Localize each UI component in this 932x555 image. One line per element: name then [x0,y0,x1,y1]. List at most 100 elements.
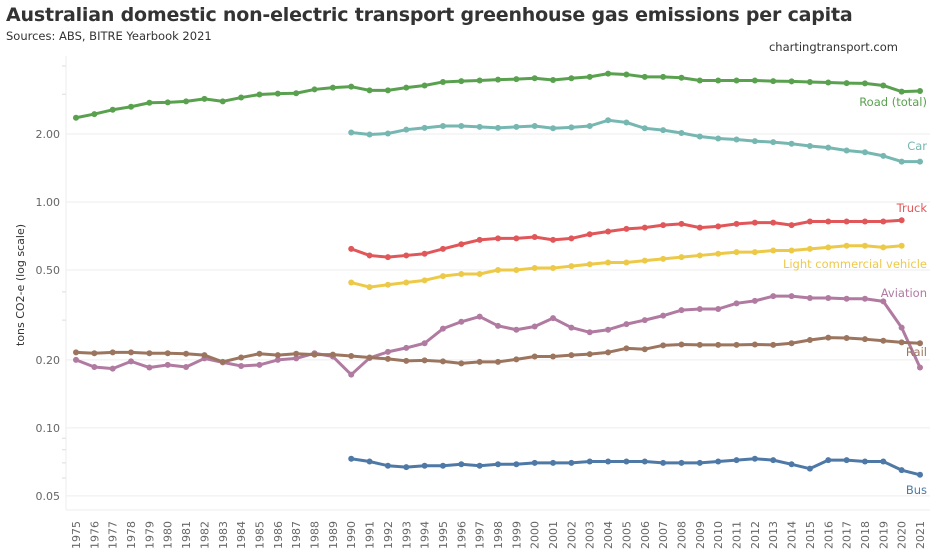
data-point[interactable] [641,125,648,132]
data-point[interactable] [917,88,923,95]
data-point[interactable] [880,82,887,89]
data-point[interactable] [898,158,905,165]
data-point[interactable] [476,358,483,365]
data-point[interactable] [843,335,850,341]
data-point[interactable] [623,458,630,465]
data-point[interactable] [495,124,501,131]
data-point[interactable] [825,457,832,464]
data-point[interactable] [476,462,483,469]
data-point[interactable] [825,218,832,225]
data-point[interactable] [660,127,667,134]
data-point[interactable] [531,459,538,466]
data-point[interactable] [788,140,795,147]
data-point[interactable] [513,123,520,130]
data-point[interactable] [770,457,777,464]
data-point[interactable] [439,78,446,85]
data-point[interactable] [733,457,740,464]
data-point[interactable] [825,334,832,341]
data-point[interactable] [348,245,355,252]
data-point[interactable] [238,94,245,101]
data-point[interactable] [366,131,373,138]
data-point[interactable] [696,252,703,259]
data-point[interactable] [91,350,98,357]
data-point[interactable] [329,84,336,91]
data-point[interactable] [605,117,612,124]
data-point[interactable] [678,307,685,314]
data-point[interactable] [568,352,575,359]
data-point[interactable] [660,222,667,229]
data-point[interactable] [623,259,630,266]
data-point[interactable] [568,324,575,331]
data-point[interactable] [550,265,557,272]
data-point[interactable] [238,362,245,369]
data-point[interactable] [715,305,722,312]
data-point[interactable] [550,459,557,466]
data-point[interactable] [696,77,703,84]
data-point[interactable] [458,271,465,278]
data-point[interactable] [770,219,777,226]
data-point[interactable] [770,247,777,254]
data-point[interactable] [495,76,501,83]
data-point[interactable] [348,455,355,462]
data-point[interactable] [715,341,722,348]
data-point[interactable] [421,462,428,469]
data-point[interactable] [751,341,758,348]
data-point[interactable] [880,337,887,344]
data-point[interactable] [678,130,685,137]
data-point[interactable] [751,249,758,256]
data-point[interactable] [164,99,171,106]
data-point[interactable] [384,87,391,94]
data-point[interactable] [274,356,281,363]
data-point[interactable] [183,364,190,371]
data-point[interactable] [696,305,703,312]
data-point[interactable] [678,220,685,227]
data-point[interactable] [366,284,373,291]
data-point[interactable] [531,233,538,240]
data-point[interactable] [861,80,868,87]
data-point[interactable] [806,78,813,85]
data-point[interactable] [164,350,171,357]
data-point[interactable] [733,220,740,227]
data-point[interactable] [421,277,428,284]
data-point[interactable] [770,341,777,348]
data-point[interactable] [439,325,446,332]
data-point[interactable] [623,119,630,126]
data-point[interactable] [806,142,813,149]
data-point[interactable] [348,129,355,136]
data-point[interactable] [146,99,153,106]
data-point[interactable] [843,218,850,225]
data-point[interactable] [293,90,300,97]
data-point[interactable] [788,78,795,85]
data-point[interactable] [568,235,575,242]
data-point[interactable] [439,245,446,252]
data-point[interactable] [898,217,905,224]
data-point[interactable] [403,84,410,91]
data-point[interactable] [513,356,520,363]
data-point[interactable] [917,364,923,371]
data-point[interactable] [109,349,116,356]
data-point[interactable] [73,356,79,363]
data-point[interactable] [715,77,722,84]
data-point[interactable] [568,263,575,270]
data-point[interactable] [733,300,740,307]
data-point[interactable] [128,358,135,365]
data-point[interactable] [806,245,813,252]
data-point[interactable] [898,324,905,331]
data-point[interactable] [531,353,538,360]
data-point[interactable] [806,336,813,343]
data-point[interactable] [641,317,648,324]
data-point[interactable] [513,76,520,83]
data-point[interactable] [274,352,281,359]
data-point[interactable] [586,351,593,358]
data-point[interactable] [201,352,208,359]
data-point[interactable] [898,467,905,474]
data-point[interactable] [421,357,428,364]
data-point[interactable] [788,222,795,229]
data-point[interactable] [641,257,648,264]
data-point[interactable] [825,144,832,151]
data-point[interactable] [366,354,373,361]
data-point[interactable] [495,461,501,468]
data-point[interactable] [458,78,465,85]
data-point[interactable] [458,122,465,129]
data-point[interactable] [550,125,557,132]
